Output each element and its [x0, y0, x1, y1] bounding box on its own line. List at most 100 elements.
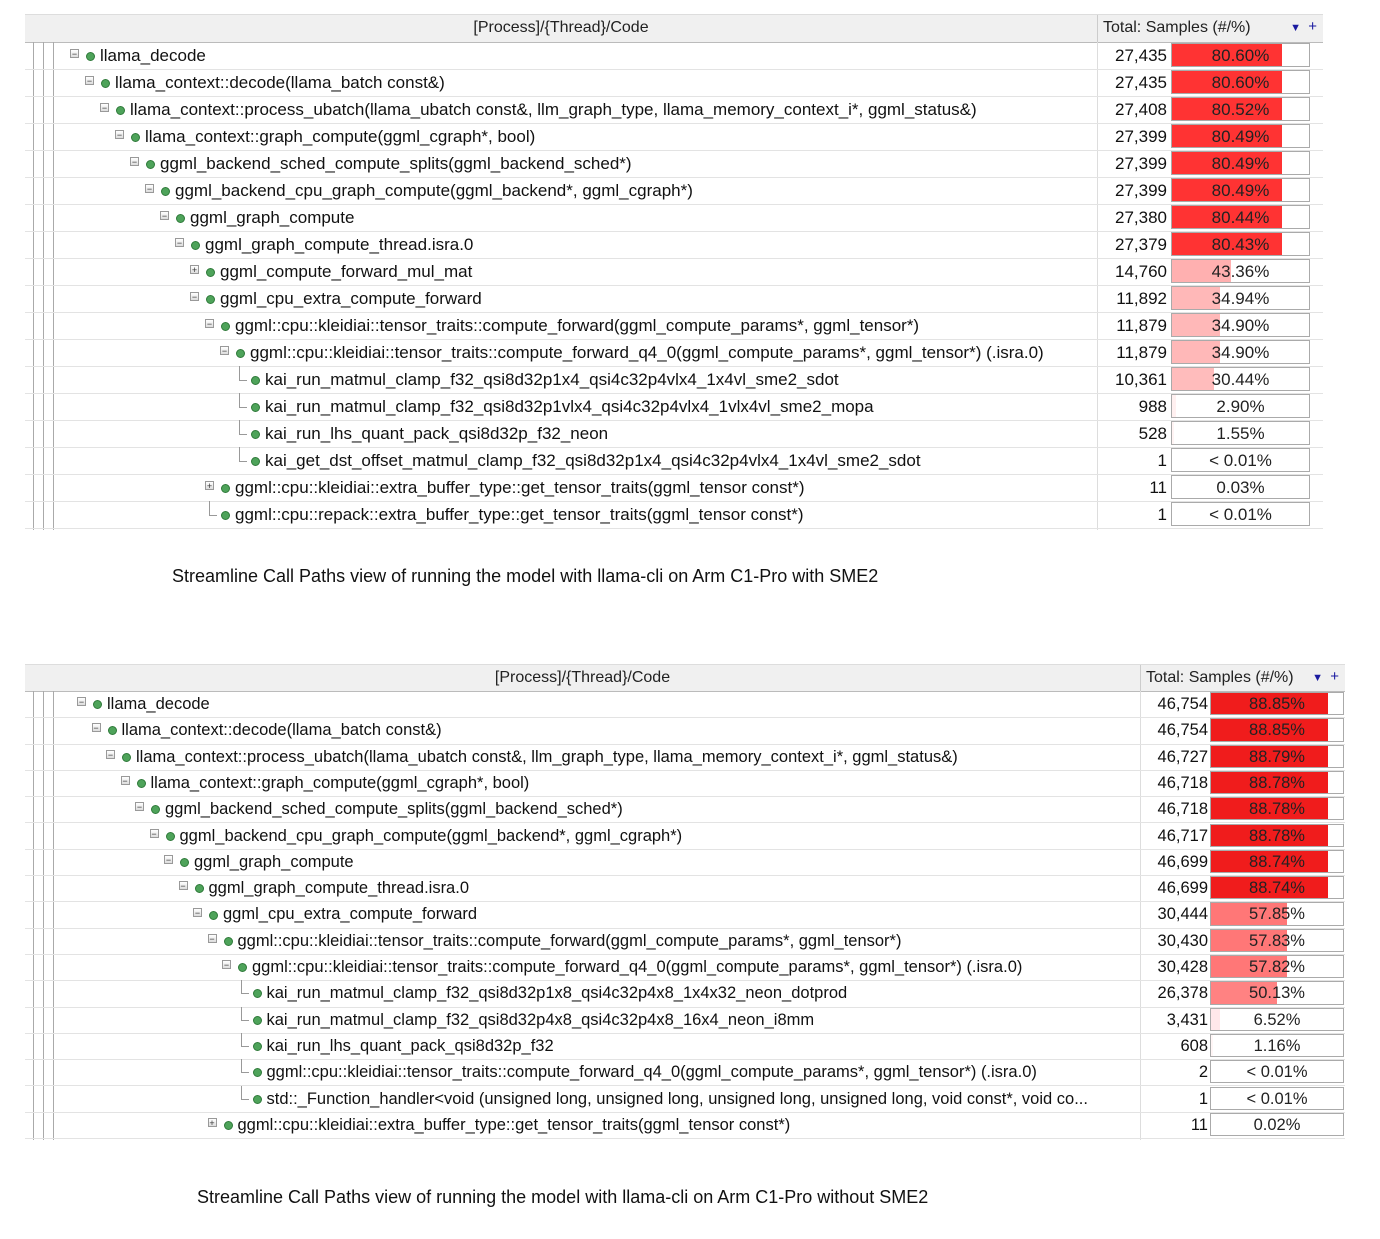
table-row[interactable]: − ggml_backend_sched_compute_splits(ggml_…	[25, 150, 1323, 178]
function-dot-icon	[180, 857, 189, 867]
tree-connector	[240, 1098, 249, 1100]
table-row[interactable]: kai_run_matmul_clamp_f32_qsi8d32p4x8_qsi…	[25, 1006, 1345, 1034]
column-header-samples[interactable]: Total: Samples (#/%)	[1140, 665, 1305, 691]
percentage-bar-fill	[1172, 341, 1220, 363]
function-dot-icon	[251, 456, 260, 466]
caption-sme2: Streamline Call Paths view of running th…	[172, 566, 879, 586]
sort-desc-icon[interactable]: ▼	[1312, 672, 1323, 684]
table-row[interactable]: − ggml::cpu::kleidiai::tensor_traits::com…	[25, 339, 1323, 367]
tree-connector	[239, 379, 247, 381]
collapse-icon[interactable]: −	[85, 75, 94, 86]
tree-guide-line	[240, 980, 242, 994]
table-row[interactable]: − llama_decode 27,435 80.60%	[25, 42, 1323, 70]
percentage-bar-fill	[1211, 798, 1329, 820]
function-name: kai_run_lhs_quant_pack_qsi8d32p_f32	[266, 1036, 554, 1055]
table-row[interactable]: ggml::cpu::kleidiai::tensor_traits::comp…	[25, 1059, 1345, 1087]
function-name: std::_Function_handler<void (unsigned lo…	[266, 1089, 1088, 1108]
table-row[interactable]: kai_run_matmul_clamp_f32_qsi8d32p1x4_qsi…	[25, 366, 1323, 394]
percentage-bar: 80.49%	[1171, 151, 1310, 175]
collapse-icon[interactable]: −	[70, 48, 79, 59]
sample-count: 46,754	[1157, 721, 1208, 740]
table-row[interactable]: − ggml_graph_compute 27,380 80.44%	[25, 204, 1323, 232]
collapse-icon[interactable]: −	[115, 129, 124, 140]
table-row[interactable]: kai_run_matmul_clamp_f32_qsi8d32p1vlx4_q…	[25, 393, 1323, 421]
collapse-icon[interactable]: −	[77, 697, 86, 708]
percentage-bar: 88.85%	[1210, 692, 1344, 716]
table-row[interactable]: − ggml::cpu::kleidiai::tensor_traits::com…	[25, 928, 1345, 955]
table-row[interactable]: kai_run_lhs_quant_pack_qsi8d32p_f32_neon…	[25, 420, 1323, 448]
tree-guide-line	[239, 366, 240, 380]
collapse-icon[interactable]: −	[120, 776, 130, 787]
table-row[interactable]: − ggml_backend_cpu_graph_compute(ggml_bac…	[25, 177, 1323, 205]
plus-icon[interactable]: +	[1330, 668, 1339, 685]
table-row[interactable]: − ggml_backend_sched_compute_splits(ggml_…	[25, 796, 1345, 824]
column-header-code[interactable]: [Process]/{Thread}/Code	[25, 15, 1098, 42]
expand-icon[interactable]: +	[205, 480, 214, 491]
table-row[interactable]: − llama_decode 46,754 88.85%	[25, 691, 1345, 719]
table-row[interactable]: ggml::cpu::repack::extra_buffer_type::ge…	[25, 501, 1323, 529]
table-row[interactable]: − ggml_cpu_extra_compute_forward 11,892 34.…	[25, 285, 1323, 313]
tree-connector	[240, 1072, 249, 1074]
percentage-bar: 57.82%	[1210, 955, 1344, 979]
table-row[interactable]: − llama_context::process_ubatch(llama_uba…	[25, 744, 1345, 771]
collapse-icon[interactable]: −	[190, 291, 199, 302]
sort-desc-icon[interactable]: ▼	[1290, 22, 1301, 34]
function-dot-icon	[206, 267, 215, 277]
table-row[interactable]: std::_Function_handler<void (unsigned lo…	[25, 1085, 1345, 1113]
percentage-text: 80.49%	[1211, 154, 1270, 173]
collapse-icon[interactable]: −	[130, 156, 139, 167]
percentage-bar-fill	[1211, 1008, 1220, 1030]
table-row[interactable]: kai_run_lhs_quant_pack_qsi8d32p_f32 608 1.…	[25, 1032, 1345, 1061]
expand-icon[interactable]: +	[190, 264, 199, 275]
table-row[interactable]: − llama_context::decode(llama_batch const…	[25, 69, 1323, 97]
table-row[interactable]: kai_run_matmul_clamp_f32_qsi8d32p1x8_qsi…	[25, 980, 1345, 1008]
table-row[interactable]: + ggml_compute_forward_mul_mat 14,760 43.36…	[25, 258, 1323, 286]
sample-count: 46,727	[1157, 747, 1208, 766]
table-row[interactable]: − llama_context::decode(llama_batch const…	[25, 717, 1345, 745]
column-header-samples[interactable]: Total: Samples (#/%)	[1097, 15, 1283, 42]
sample-count: 46,718	[1157, 773, 1208, 792]
table-row[interactable]: − ggml_cpu_extra_compute_forward 30,444 57.…	[25, 901, 1345, 929]
tree-guide-line	[240, 1059, 242, 1073]
collapse-icon[interactable]: −	[149, 828, 159, 839]
collapse-icon[interactable]: −	[205, 318, 214, 329]
table-row[interactable]: kai_get_dst_offset_matmul_clamp_f32_qsi8…	[25, 447, 1323, 475]
collapse-icon[interactable]: −	[135, 802, 144, 813]
column-header-code[interactable]: [Process]/{Thread}/Code	[25, 665, 1141, 691]
table-row[interactable]: − ggml_graph_compute 46,699 88.74%	[25, 849, 1345, 877]
sample-count: 30,430	[1157, 931, 1208, 950]
collapse-icon[interactable]: −	[100, 102, 109, 113]
function-name: ggml_backend_cpu_graph_compute(ggml_back…	[179, 826, 683, 845]
collapse-icon[interactable]: −	[207, 933, 217, 944]
collapse-icon[interactable]: −	[160, 210, 169, 221]
percentage-bar-fill	[1211, 929, 1288, 951]
table-row[interactable]: + ggml::cpu::kleidiai::extra_buffer_type:…	[25, 474, 1323, 502]
collapse-icon[interactable]: −	[178, 881, 188, 892]
percentage-text: 80.52%	[1211, 100, 1270, 119]
collapse-icon[interactable]: −	[145, 183, 154, 194]
table-row[interactable]: − ggml::cpu::kleidiai::tensor_traits::com…	[25, 954, 1345, 982]
table-row[interactable]: − llama_context::graph_compute(ggml_cgrap…	[25, 770, 1345, 798]
collapse-icon[interactable]: −	[222, 960, 231, 971]
percentage-text: 80.60%	[1211, 46, 1270, 65]
table-row[interactable]: − ggml_graph_compute_thread.isra.0 46,699 8…	[25, 875, 1345, 903]
table-row[interactable]: − llama_context::process_ubatch(llama_uba…	[25, 96, 1323, 124]
function-name: llama_context::decode(llama_batch const&…	[121, 721, 442, 740]
table-row[interactable]: + ggml::cpu::kleidiai::extra_buffer_type:…	[25, 1112, 1345, 1140]
collapse-icon[interactable]: −	[220, 345, 229, 356]
collapse-icon[interactable]: −	[106, 749, 115, 760]
sample-count: 1	[1198, 1089, 1208, 1108]
collapse-icon[interactable]: −	[193, 907, 202, 918]
plus-icon[interactable]: +	[1308, 18, 1317, 35]
tree-guide-line	[53, 42, 54, 530]
table-row[interactable]: − ggml_backend_cpu_graph_compute(ggml_bac…	[25, 823, 1345, 850]
table-row[interactable]: − ggml::cpu::kleidiai::tensor_traits::com…	[25, 312, 1323, 340]
expand-icon[interactable]: +	[207, 1117, 217, 1128]
table-row[interactable]: − llama_context::graph_compute(ggml_cgrap…	[25, 123, 1323, 151]
table-row[interactable]: − ggml_graph_compute_thread.isra.0 27,379 8…	[25, 231, 1323, 259]
collapse-icon[interactable]: −	[175, 237, 184, 248]
collapse-icon[interactable]: −	[164, 854, 173, 865]
collapse-icon[interactable]: −	[91, 723, 101, 734]
percentage-bar: < 0.01%	[1171, 502, 1310, 526]
percentage-bar: 34.94%	[1171, 286, 1310, 310]
